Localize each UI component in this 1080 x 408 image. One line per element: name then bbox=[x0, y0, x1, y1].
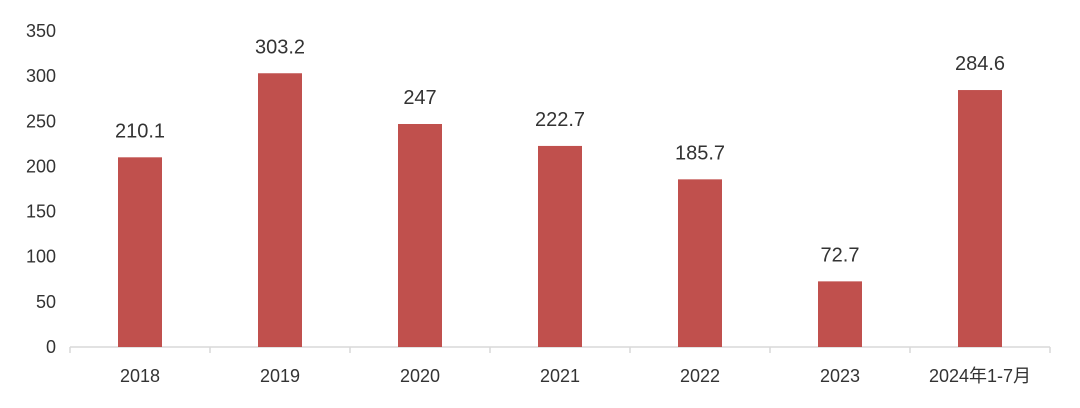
bar-2024年1-7月 bbox=[958, 90, 1002, 347]
data-label: 247 bbox=[403, 87, 436, 109]
data-label: 72.7 bbox=[821, 244, 860, 266]
data-label: 284.6 bbox=[955, 53, 1005, 75]
data-label: 210.1 bbox=[115, 120, 165, 142]
y-tick-label: 50 bbox=[36, 292, 56, 312]
y-tick-label: 200 bbox=[26, 156, 56, 176]
bar-2023 bbox=[818, 281, 862, 347]
x-category-label: 2024年1-7月 bbox=[929, 366, 1031, 386]
bar-2021 bbox=[538, 145, 582, 347]
x-category-label: 2020 bbox=[400, 366, 440, 386]
data-label: 222.7 bbox=[535, 109, 585, 131]
x-category-label: 2018 bbox=[120, 366, 160, 386]
y-tick-label: 300 bbox=[26, 66, 56, 86]
bar-2020 bbox=[398, 123, 442, 347]
y-tick-label: 250 bbox=[26, 111, 56, 131]
bar-2022 bbox=[678, 179, 722, 347]
x-category-label: 2023 bbox=[820, 366, 860, 386]
y-tick-label: 350 bbox=[26, 21, 56, 41]
x-category-label: 2022 bbox=[680, 366, 720, 386]
data-label: 303.2 bbox=[255, 36, 305, 58]
x-category-label: 2019 bbox=[260, 366, 300, 386]
data-label: 185.7 bbox=[675, 142, 725, 164]
y-tick-label: 150 bbox=[26, 202, 56, 222]
bar-2018 bbox=[118, 157, 162, 347]
bar-2019 bbox=[258, 73, 302, 347]
x-category-label: 2021 bbox=[540, 366, 580, 386]
y-tick-label: 0 bbox=[46, 337, 56, 357]
y-tick-label: 100 bbox=[26, 247, 56, 267]
